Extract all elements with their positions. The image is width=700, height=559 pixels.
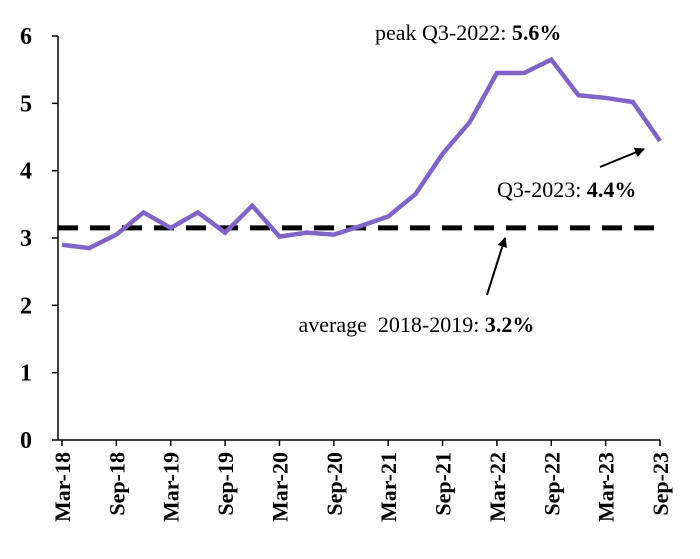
x-tick-label: Mar-18 [50,452,75,522]
average-annotation: average 2018-2019: 3.2% [271,312,551,337]
latest-annotation-value: 4.4% [587,177,637,202]
annotation-arrows [486,147,645,296]
x-tick-label: Sep-23 [648,452,673,516]
series-line [61,56,662,251]
y-tick-label: 1 [20,361,32,387]
x-tick-label: Sep-21 [431,452,456,516]
peak-annotation-value: 5.6% [512,20,562,45]
peak-annotation-label: peak Q3-2022: [375,20,512,45]
x-tick-label: Sep-18 [104,452,129,516]
y-axis: 0 1 2 3 4 5 6 [20,24,59,454]
x-tick-label: Mar-22 [485,452,510,522]
x-tick-label: Mar-21 [376,452,401,522]
y-tick-label: 6 [20,24,32,50]
average-annotation-label: average 2018-2019: [299,312,485,337]
y-tick-label: 0 [20,428,32,454]
latest-annotation: Q3-2023: 4.4% [497,177,636,202]
x-axis: Mar-18 Sep-18 Mar-19 Sep-19 Mar-20 Sep-20 Mar-… [50,439,673,522]
peak-annotation: peak Q3-2022: 5.6% [375,20,561,45]
x-tick-label: Mar-23 [594,452,619,522]
average-annotation-value: 3.2% [485,312,535,337]
y-tick-label: 3 [20,226,32,252]
x-tick-label: Mar-20 [267,452,292,522]
y-tick-label: 5 [20,91,32,117]
y-tick-label: 2 [20,293,32,319]
series-layer [61,56,662,251]
x-tick-label: Mar-19 [159,452,184,522]
y-tick-label: 4 [20,159,32,185]
latest-annotation-label: Q3-2023: [497,177,587,202]
latest-arrow [599,147,645,168]
x-tick-label: Sep-19 [213,452,238,516]
x-tick-label: Sep-22 [539,452,564,516]
average-arrow [486,236,508,296]
x-tick-label: Sep-20 [322,452,347,516]
